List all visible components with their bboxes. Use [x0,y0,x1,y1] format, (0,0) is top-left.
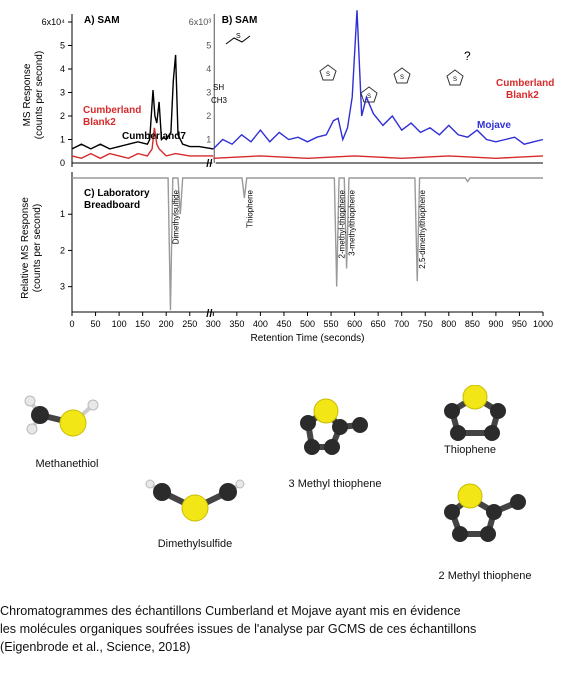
thiophene-structure-icon-s: S [326,72,330,78]
dimethylthiophene-structure-icon [446,69,464,86]
panel-a-y-tick-label: 2 [60,111,65,121]
blank2-label-b: Blank2 [506,90,539,101]
dms-structure-s: S [236,33,241,40]
methanethiol-label: Methanethiol [35,458,99,470]
dms-structure-icon [225,35,251,45]
panel-a-blank2-line [71,127,214,160]
annotation-sh: SH [213,83,224,92]
peak-label: Thiophene [245,189,254,227]
blank2-label-b: Cumberland [496,78,554,89]
x-tick-label: 450 [276,319,291,329]
annotation-ch3: CH3 [211,96,228,105]
x-tick-label: 550 [324,319,339,329]
caption-line-1: Chromatogrammes des échantillons Cumberl… [0,604,461,618]
dimethylthiophene-structure-icon-s: S [453,77,457,83]
peak-label: 2-methyl-thiophene [338,189,347,258]
x-tick-label: 0 [69,319,74,329]
x-axis-label: Retention Time (seconds) [251,333,365,344]
x-tick-label: 200 [159,319,174,329]
panel-b-y-tick-label: 1 [206,135,211,145]
panel-b-blank2-line [213,155,544,160]
x-tick-label: 300 [206,319,221,329]
panel-a-y-tick-label: 6x10⁴ [42,17,66,27]
x-tick-label: 800 [441,319,456,329]
panel-b-y-tick-label: 6x10³ [189,17,212,27]
x-tick-label: 400 [253,319,268,329]
x-tick-label: 600 [347,319,362,329]
3-methyl-thiophene-structure-icon-s: S [400,75,404,81]
panel-a-y-label: (counts per second) [34,51,45,139]
panel-a-y-tick-label: 1 [60,135,65,145]
panel-b-mojave-line [212,10,544,150]
caption-line-3: (Eigenbrode et al., Science, 2018) [0,640,191,654]
x-tick-label: 950 [512,319,527,329]
mojave-label: Mojave [477,120,511,131]
x-tick-label: 100 [112,319,127,329]
panel-a-y-tick-label: 3 [60,88,65,98]
panel-c-y-tick-label: 3 [60,282,65,292]
panel-b-y-tick-label: 5 [206,41,211,51]
x-tick-label: 350 [229,319,244,329]
x-tick-label: 750 [418,319,433,329]
x-tick-label: 250 [182,319,197,329]
panel-a-y-tick-label: 0 [60,158,65,168]
methanethiol-model [24,395,99,437]
annotation-question: ? [464,49,471,63]
panel-b-y-tick-label: 3 [206,88,211,98]
peak-label: 3-methylthiophene [348,189,357,255]
panel-c-y-label: (counts per second) [32,204,43,292]
cumberland7-label: Cumberland7 [122,131,186,142]
panel-a-cumberland7-line [71,54,214,150]
panel-c-y-label: Relative MS Response [20,197,31,299]
x-tick-label: 700 [394,319,409,329]
thiophene-structure-icon [319,64,337,81]
figure-caption: Chromatogrammes des échantillons Cumberl… [0,602,566,656]
panel-a-title: A) SAM [84,15,120,26]
3-methyl-thiophene-structure-icon [393,67,411,84]
panel-a-y-tick-label: 4 [60,64,65,74]
x-tick-label: 650 [371,319,386,329]
panel-c-title: Breadboard [84,200,140,211]
axis-break-top: // [206,158,212,170]
x-tick-label: 1000 [533,319,553,329]
x-tick-label: 150 [135,319,150,329]
dimethylsulfide-model [145,479,245,522]
x-tick-label: 500 [300,319,315,329]
panel-c-y-tick-label: 2 [60,245,65,255]
dimethylsulfide-label: Dimethylsulfide [157,538,233,550]
panel-b-y-tick-label: 2 [206,111,211,121]
x-tick-label: 50 [91,319,101,329]
3-methyl-thiophene-label: 3 Methyl thiophene [288,478,382,490]
x-tick-label: 900 [488,319,503,329]
panel-a-y-tick-label: 5 [60,41,65,51]
2-methyl-thiophene-structure-icon [360,86,378,103]
2-methyl-thiophene-label: 2 Methyl thiophene [438,570,532,582]
panel-c-trace [72,177,543,311]
panel-c-y-tick-label: 1 [60,209,65,219]
panel-c-title: C) Laboratory [84,188,150,199]
thiophene-label: Thiophene [444,444,496,456]
3-methyl-thiophene-model [300,398,368,455]
2-methyl-thiophene-structure-icon-s: S [367,94,371,100]
peak-label: 2,5-dimethylthiophene [418,189,427,268]
panel-a-y-label: MS Response [22,63,33,126]
caption-line-2: les molécules organiques soufrées issues… [0,622,477,636]
x-tick-label: 850 [465,319,480,329]
panel-b-title: B) SAM [222,15,258,26]
2-methyl-thiophene-model [444,483,526,542]
blank2-label-a: Blank2 [83,117,116,128]
peak-label: Dimethylsulfide [171,189,180,244]
panel-b-y-tick-label: 4 [206,64,211,74]
axis-break-bottom: // [206,308,212,320]
thiophene-model [444,385,506,441]
blank2-label-a: Cumberland [83,105,141,116]
